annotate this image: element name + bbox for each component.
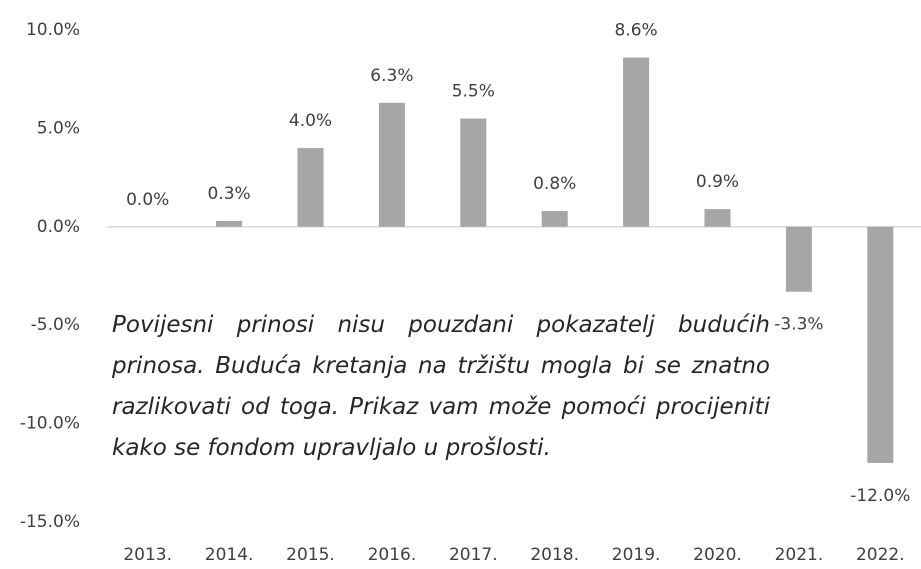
y-tick-label: 10.0% xyxy=(26,20,80,40)
bar xyxy=(541,211,568,227)
bar xyxy=(623,57,650,227)
data-label: 0.9% xyxy=(696,172,739,192)
bar xyxy=(378,102,405,227)
x-tick-label: 2017. xyxy=(449,545,498,565)
x-tick-label: 2016. xyxy=(368,545,417,565)
x-tick-label: 2015. xyxy=(286,545,335,565)
data-label: -3.3% xyxy=(774,315,823,335)
x-tick-label: 2021. xyxy=(775,545,824,565)
data-label: 4.0% xyxy=(289,111,332,131)
data-label: 5.5% xyxy=(452,82,495,102)
data-label: -12.0% xyxy=(850,486,910,506)
y-tick-label: -10.0% xyxy=(20,414,80,434)
y-tick-label: 0.0% xyxy=(37,217,80,237)
data-label: 0.3% xyxy=(207,184,250,204)
bar xyxy=(297,148,324,227)
data-label: 8.6% xyxy=(614,21,657,41)
bar xyxy=(460,118,487,227)
annotation: Povijesni prinosi nisu pouzdani pokazate… xyxy=(112,312,770,461)
y-tick-label: -15.0% xyxy=(20,512,80,532)
x-tick-label: 2022. xyxy=(856,545,905,565)
x-tick-label: 2019. xyxy=(612,545,661,565)
y-tick-label: -5.0% xyxy=(31,315,80,335)
x-tick-label: 2020. xyxy=(693,545,742,565)
x-tick-label: 2014. xyxy=(205,545,254,565)
x-tick-label: 2013. xyxy=(123,545,172,565)
bar xyxy=(216,220,243,227)
bar xyxy=(785,226,812,292)
data-label: 0.0% xyxy=(126,190,169,210)
data-label: 6.3% xyxy=(370,66,413,86)
x-tick-label: 2018. xyxy=(530,545,579,565)
bar xyxy=(867,226,894,463)
bar xyxy=(704,209,731,227)
data-label: 0.8% xyxy=(533,174,576,194)
y-tick-label: 5.0% xyxy=(37,118,80,138)
